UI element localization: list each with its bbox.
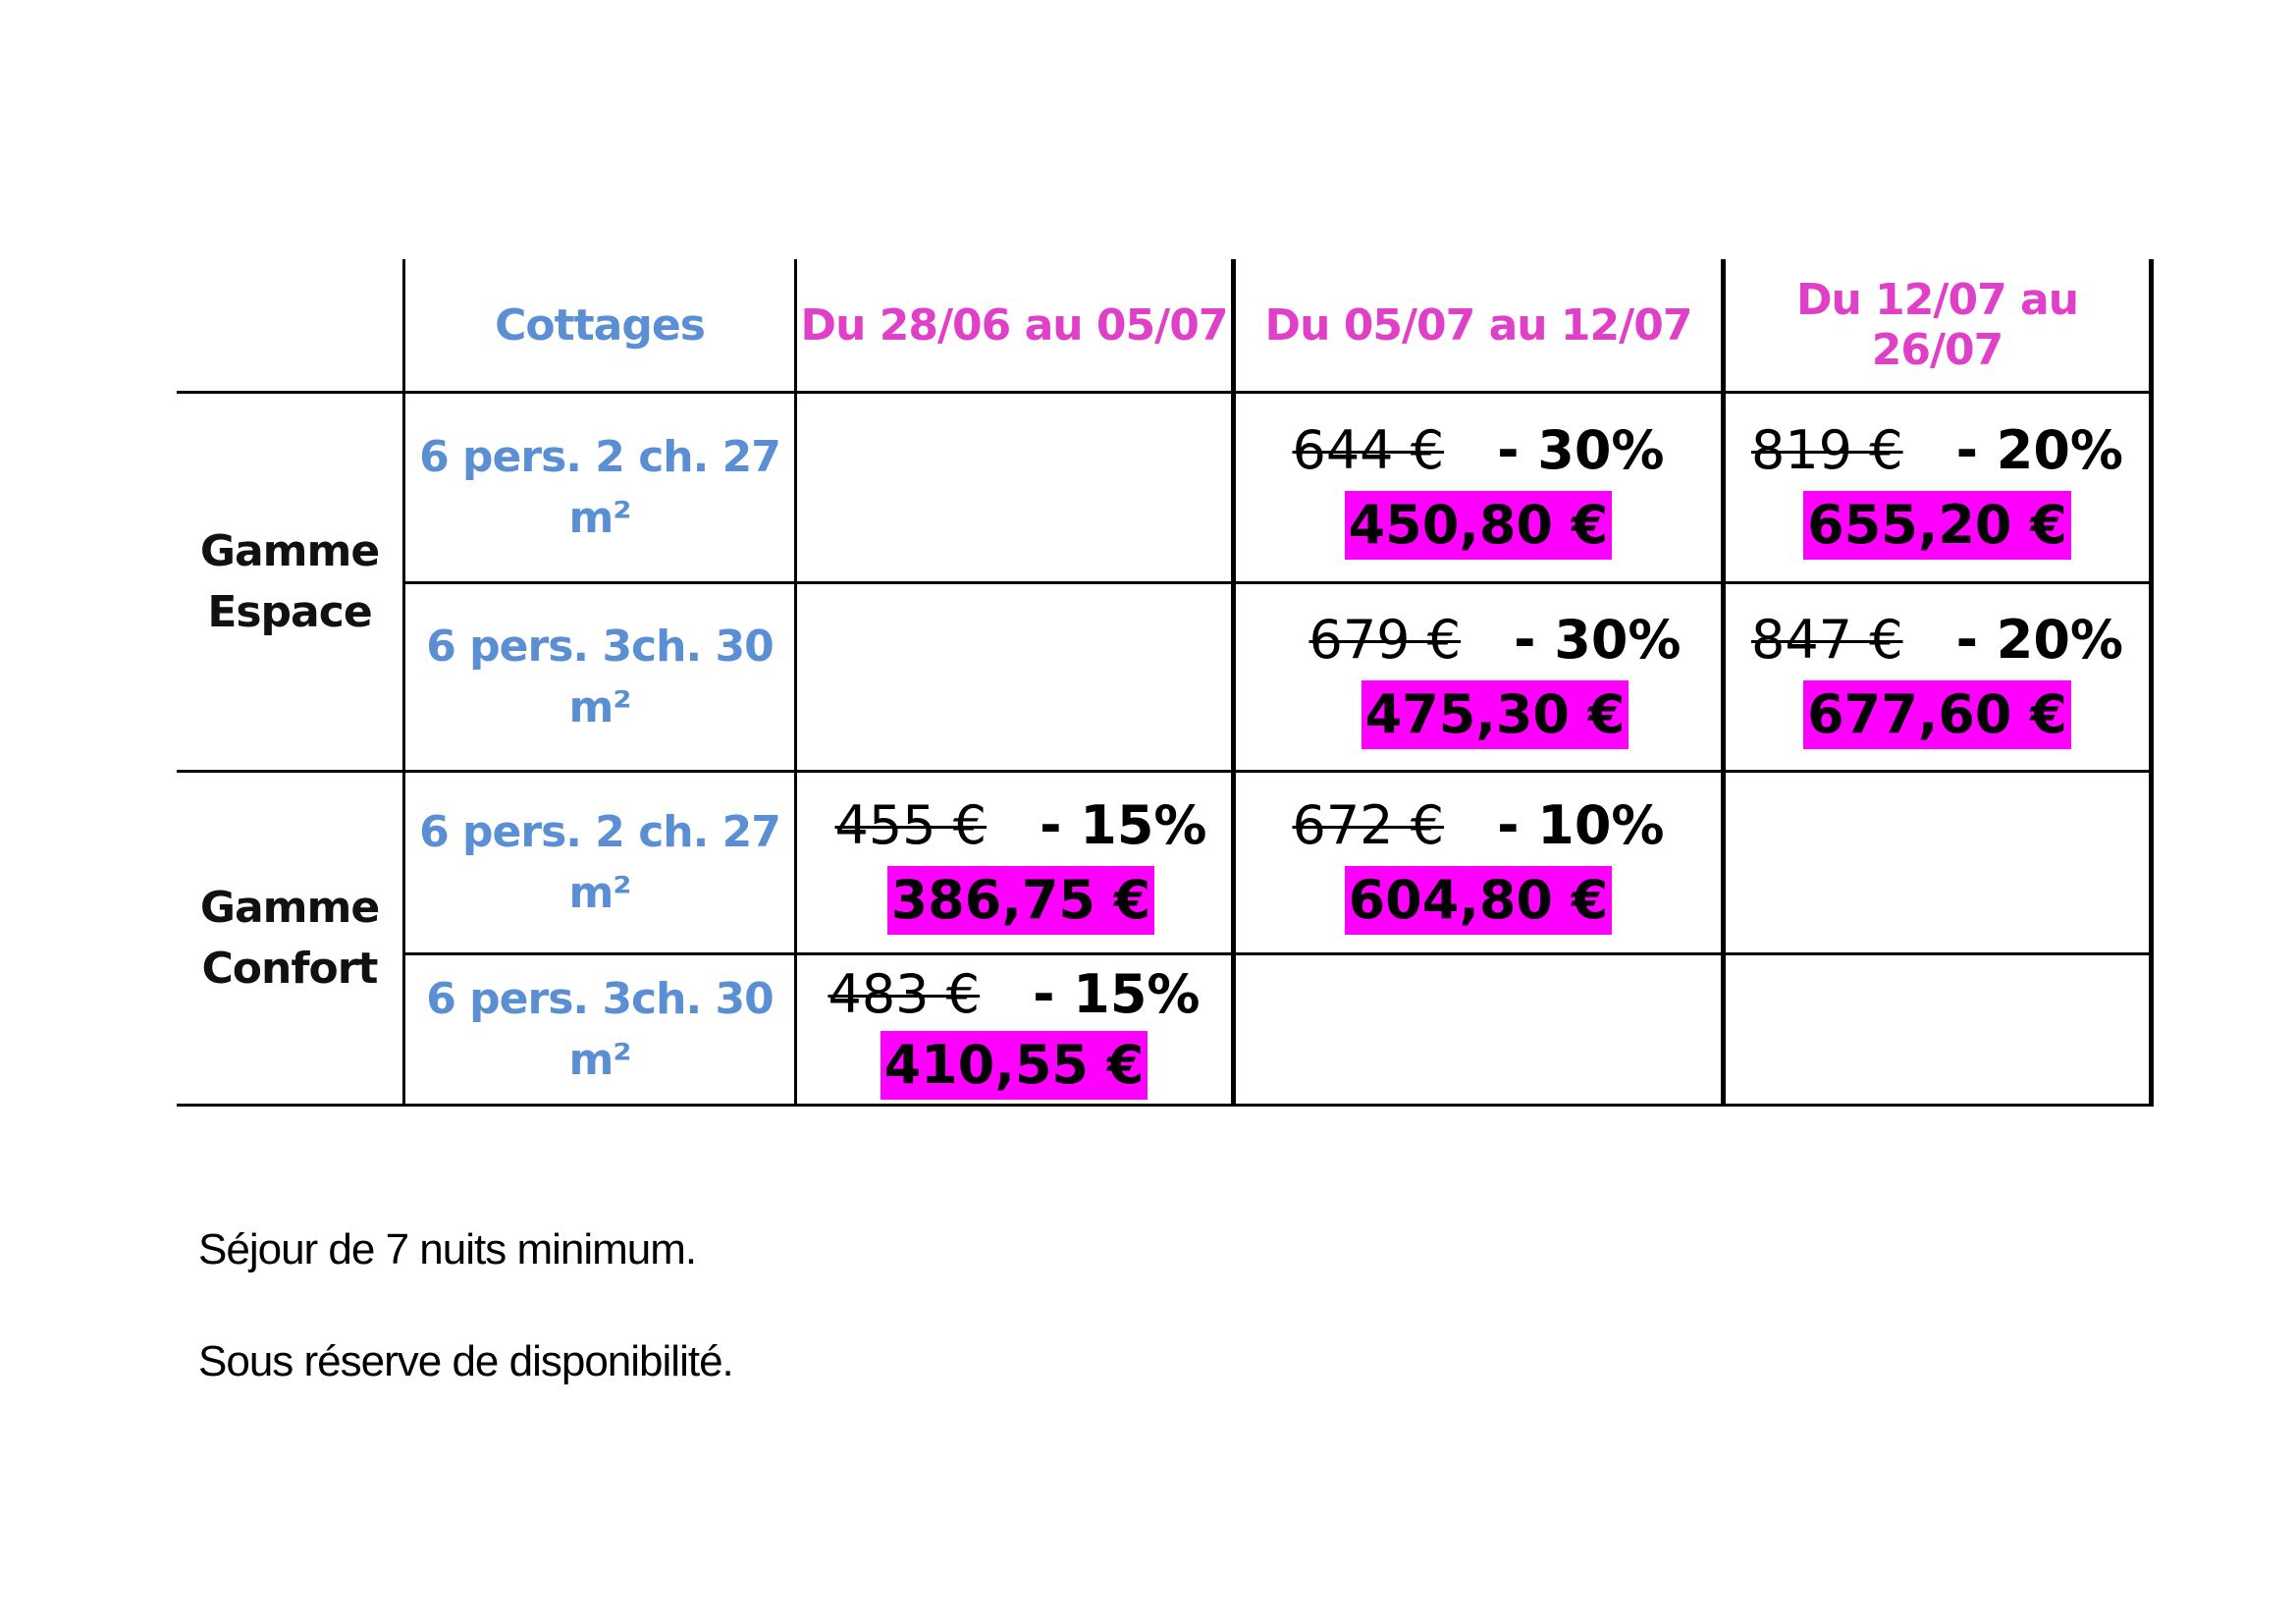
old-price: 644 € xyxy=(1292,418,1445,481)
discount-percent: - 30% xyxy=(1514,608,1682,671)
price-discount-line: 679 € - 30% xyxy=(1308,606,1681,675)
header-period1-cell: Du 28/06 au 05/07 xyxy=(797,259,1231,391)
table-rule xyxy=(1721,259,1726,1107)
table-rule xyxy=(177,770,2152,773)
discount-percent: - 20% xyxy=(1955,418,2124,481)
price-discount-line: 847 € - 20% xyxy=(1751,606,2123,675)
discount-percent: - 30% xyxy=(1497,418,1665,481)
old-price: 819 € xyxy=(1750,418,1903,481)
table-rule xyxy=(1231,259,1236,1107)
group-label-line2: Confort xyxy=(201,943,379,994)
old-price: 672 € xyxy=(1292,793,1445,856)
header-period-1: Du 28/06 au 05/07 xyxy=(800,299,1229,351)
header-period-3: Du 12/07 au 26/07 xyxy=(1795,275,2079,375)
discount-percent: - 20% xyxy=(1955,608,2124,671)
table-rule xyxy=(402,259,405,1107)
table-rule xyxy=(404,581,2152,584)
cottage-type: 6 pers. 3ch. 30 xyxy=(426,621,774,672)
price-discount-line: 644 € - 30% xyxy=(1292,416,1664,485)
cottage-unit: m² xyxy=(568,867,631,918)
cottage-unit: m² xyxy=(568,681,631,732)
discounted-price: 475,30 € xyxy=(1361,679,1629,749)
discounted-price: 677,60 € xyxy=(1803,679,2071,749)
header-cottages-cell: Cottages xyxy=(405,259,794,391)
table-rule xyxy=(177,391,2152,394)
discount-percent: - 15% xyxy=(1033,962,1201,1025)
discounted-price: 604,80 € xyxy=(1344,865,1613,935)
row4-cottage-cell: 6 pers. 3ch. 30 m² xyxy=(405,955,794,1104)
old-price: 483 € xyxy=(828,962,981,1025)
header-period3-cell: Du 12/07 au 26/07 xyxy=(1726,259,2149,391)
old-price: 455 € xyxy=(834,793,988,856)
note-availability: Sous réserve de disponibilité. xyxy=(198,1337,734,1385)
group-espace-cell: Gamme Espace xyxy=(177,394,402,770)
row1-period2-price-cell: 644 € - 30% 450,80 € xyxy=(1236,394,1721,581)
discounted-price: 386,75 € xyxy=(886,865,1155,935)
discounted-price: 450,80 € xyxy=(1344,490,1613,560)
group-label-line1: Gamme xyxy=(199,882,380,933)
cottage-type: 6 pers. 2 ch. 27 xyxy=(419,431,781,482)
row3-cottage-cell: 6 pers. 2 ch. 27 m² xyxy=(405,773,794,952)
row1-cottage-cell: 6 pers. 2 ch. 27 m² xyxy=(405,394,794,581)
group-label-line2: Espace xyxy=(207,586,372,637)
row3-period2-price-cell: 672 € - 10% 604,80 € xyxy=(1236,773,1721,952)
header-period-2: Du 05/07 au 12/07 xyxy=(1264,299,1693,351)
row2-period3-price-cell: 847 € - 20% 677,60 € xyxy=(1726,584,2149,770)
discounted-price: 655,20 € xyxy=(1803,490,2071,560)
row1-period3-price-cell: 819 € - 20% 655,20 € xyxy=(1726,394,2149,581)
table-rule xyxy=(794,259,797,1107)
row2-cottage-cell: 6 pers. 3ch. 30 m² xyxy=(405,584,794,770)
cottage-type: 6 pers. 3ch. 30 xyxy=(426,973,774,1024)
table-rule xyxy=(404,952,2152,955)
cottage-unit: m² xyxy=(568,1034,631,1085)
old-price: 679 € xyxy=(1308,608,1462,671)
cottage-type: 6 pers. 2 ch. 27 xyxy=(419,806,781,857)
price-discount-line: 672 € - 10% xyxy=(1292,791,1664,860)
table-rule xyxy=(177,1104,2152,1107)
group-label-line1: Gamme xyxy=(199,525,380,576)
row2-period2-price-cell: 679 € - 30% 475,30 € xyxy=(1236,584,1721,770)
discount-percent: - 10% xyxy=(1497,793,1665,856)
price-discount-line: 455 € - 15% xyxy=(834,791,1206,860)
header-period2-cell: Du 05/07 au 12/07 xyxy=(1236,259,1721,391)
discount-percent: - 15% xyxy=(1040,793,1207,856)
discounted-price: 410,55 € xyxy=(880,1030,1148,1100)
table-rule xyxy=(2149,259,2154,1107)
header-cottages: Cottages xyxy=(495,299,706,351)
price-discount-line: 483 € - 15% xyxy=(828,960,1200,1029)
price-discount-line: 819 € - 20% xyxy=(1751,416,2123,485)
cottage-unit: m² xyxy=(568,492,631,543)
row3-period1-price-cell: 455 € - 15% 386,75 € xyxy=(797,773,1231,952)
note-minimum-stay: Séjour de 7 nuits minimum. xyxy=(198,1225,697,1273)
old-price: 847 € xyxy=(1750,608,1903,671)
group-confort-cell: Gamme Confort xyxy=(177,773,402,1104)
row4-period1-price-cell: 483 € - 15% 410,55 € xyxy=(797,955,1231,1104)
